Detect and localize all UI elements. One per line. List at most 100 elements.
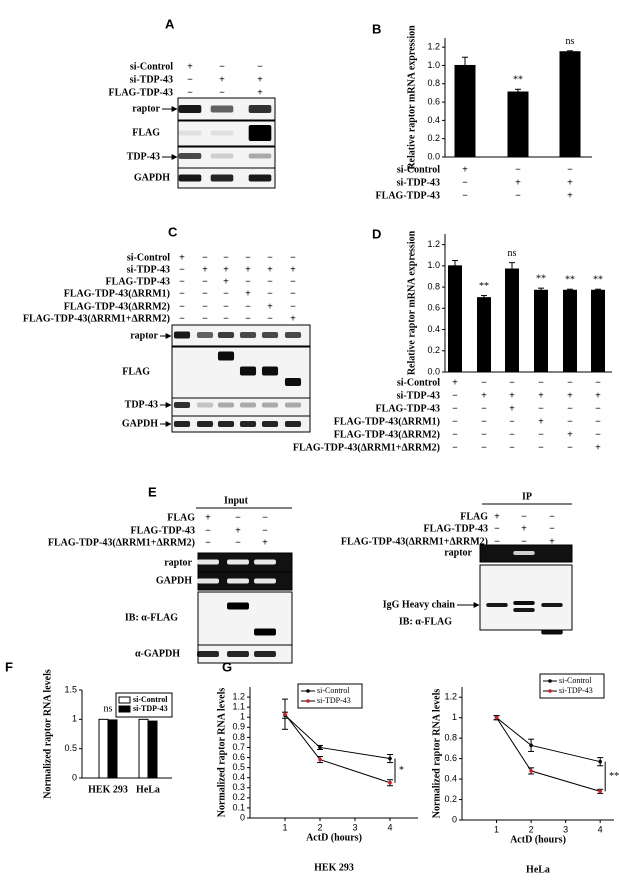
x-tick-label: HEK 293 (88, 784, 128, 795)
blot-band (254, 628, 276, 636)
condition-sign: − (205, 537, 211, 548)
condition-sign: − (567, 403, 573, 414)
blot-band (196, 332, 214, 338)
condition-sign: + (267, 264, 273, 275)
annotation: * (399, 765, 404, 776)
condition-sign: − (521, 536, 527, 547)
condition-sign: − (538, 442, 544, 453)
condition-sign: − (267, 276, 273, 287)
blot-band (248, 153, 272, 159)
point (318, 757, 322, 762)
blot-band (261, 366, 279, 376)
condition-sign: − (481, 429, 487, 440)
condition-sign: + (235, 525, 241, 536)
condition-sign: − (538, 403, 544, 414)
condition-sign: − (245, 313, 251, 324)
x-axis-label: ActD (hours) (510, 834, 566, 845)
y-axis-label: Normalized raptor RNA levels (431, 689, 442, 819)
blot-strip (197, 591, 293, 646)
condition-sign: + (223, 264, 229, 275)
blot-band (254, 578, 276, 584)
x-axis-label: ActD (hours) (306, 832, 362, 843)
condition-sign: − (549, 511, 555, 522)
point (283, 712, 287, 717)
condition-label: si-Control (397, 377, 440, 388)
condition-sign: − (452, 403, 458, 414)
blot-band (239, 402, 257, 408)
condition-sign: − (267, 252, 273, 263)
condition-sign: − (179, 276, 185, 287)
condition-label: si-TDP-43 (397, 390, 440, 401)
blot-band (284, 378, 302, 386)
blot-band (541, 629, 563, 635)
blot-band (513, 608, 535, 612)
condition-sign: − (521, 511, 527, 522)
blot-label: raptor (164, 557, 192, 568)
blot-band (239, 421, 257, 427)
blot-header: IP (522, 491, 532, 502)
condition-sign: + (567, 190, 573, 201)
blot-label: raptor (130, 330, 158, 341)
y-tick-label: 0.1 (232, 802, 245, 812)
y-tick-label: 1 (240, 712, 245, 722)
condition-sign: − (223, 313, 229, 324)
y-axis-label: Relative raptor mRNA expression (406, 230, 417, 375)
series-line (284, 714, 391, 760)
condition-sign: − (179, 301, 185, 312)
bar (534, 289, 548, 373)
y-tick-label: 0.0 (427, 366, 440, 376)
blot-band (197, 578, 219, 584)
y-tick-label: 0.2 (232, 792, 245, 802)
y-tick-label: 0.4 (444, 773, 457, 783)
condition-sign: + (462, 164, 468, 175)
error-bar (462, 56, 468, 75)
condition-sign: + (481, 390, 487, 401)
condition-sign: + (257, 74, 263, 85)
condition-sign: + (521, 523, 527, 534)
condition-sign: + (257, 87, 263, 98)
blot-band (196, 421, 214, 427)
condition-sign: + (538, 416, 544, 427)
condition-sign: − (452, 442, 458, 453)
panel-label: B (372, 21, 381, 36)
condition-sign: − (290, 301, 296, 312)
bar (477, 297, 491, 373)
x-tick-label: 1 (282, 822, 287, 832)
point (529, 743, 533, 748)
condition-sign: − (290, 276, 296, 287)
blot-band (227, 602, 249, 610)
blot-band (196, 402, 214, 408)
condition-label: FLAG-TDP-43 (376, 190, 440, 201)
condition-sign: − (179, 264, 185, 275)
condition-sign: + (567, 429, 573, 440)
y-tick-label: 1.2 (427, 239, 440, 249)
blot-band (217, 402, 235, 408)
condition-sign: − (509, 429, 515, 440)
condition-label: si-Control (127, 252, 170, 263)
condition-sign: − (205, 525, 211, 536)
condition-sign: − (245, 252, 251, 263)
condition-sign: − (494, 523, 500, 534)
condition-sign: − (494, 536, 500, 547)
panel-label: E (148, 484, 157, 499)
condition-label: FLAG-TDP-43(ΔRRM1+ΔRRM2) (48, 537, 195, 548)
blot-band (239, 332, 257, 338)
condition-label: si-Control (130, 61, 173, 72)
condition-sign: + (187, 61, 193, 72)
error-bar (595, 288, 601, 292)
condition-sign: − (452, 429, 458, 440)
condition-sign: − (481, 416, 487, 427)
error-bar (515, 88, 521, 96)
condition-sign: − (223, 288, 229, 299)
blot-band (210, 105, 234, 113)
error-bar (481, 295, 487, 301)
x-tick-label: 3 (352, 822, 357, 832)
condition-sign: − (235, 537, 241, 548)
y-tick-label: 0.7 (232, 742, 245, 752)
condition-sign: + (262, 537, 268, 548)
condition-sign: − (481, 442, 487, 453)
condition-sign: + (567, 177, 573, 188)
condition-sign: − (202, 288, 208, 299)
x-tick-label: 4 (598, 824, 603, 834)
condition-sign: − (202, 313, 208, 324)
